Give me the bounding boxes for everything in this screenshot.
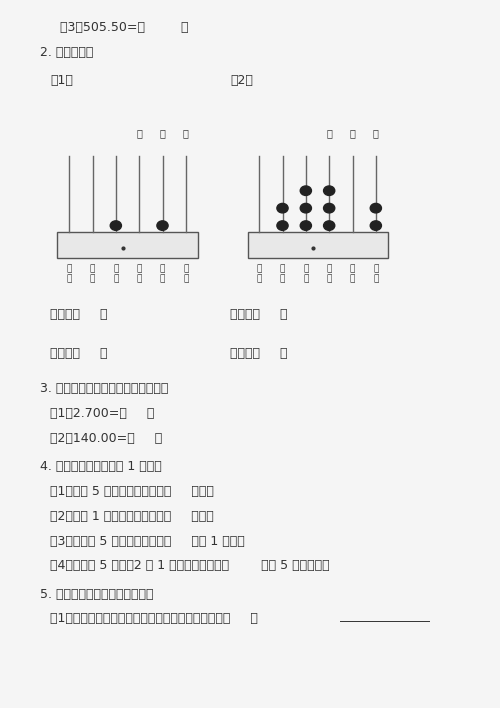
Ellipse shape xyxy=(300,221,312,230)
Text: 个: 个 xyxy=(303,264,308,273)
Text: （1）: （1） xyxy=(50,74,73,87)
Bar xyxy=(248,232,388,258)
Text: 分: 分 xyxy=(326,264,332,273)
Text: 4. 整钱换零钱，小强有 1 元钱。: 4. 整钱换零钱，小强有 1 元钱。 xyxy=(40,460,162,473)
Text: 位: 位 xyxy=(113,274,118,283)
Text: 百: 百 xyxy=(160,128,166,139)
Ellipse shape xyxy=(300,203,312,213)
Text: 写作：（     ）: 写作：（ ） xyxy=(230,308,287,321)
Text: 十: 十 xyxy=(90,264,95,273)
Text: （2）140.00=（     ）: （2）140.00=（ ） xyxy=(50,432,162,445)
Ellipse shape xyxy=(324,186,335,195)
Text: 位: 位 xyxy=(256,274,262,283)
Text: （2）: （2） xyxy=(230,74,253,87)
Text: 读作：（     ）: 读作：（ ） xyxy=(230,347,287,360)
Text: 位: 位 xyxy=(90,274,95,283)
Text: 分: 分 xyxy=(373,264,378,273)
Ellipse shape xyxy=(277,221,288,230)
Text: 百: 百 xyxy=(66,264,72,273)
Text: （4）换一张 5 角的、2 张 1 角的，还可以换（        ）个 5 分的硬币。: （4）换一张 5 角的、2 张 1 角的，还可以换（ ）个 5 分的硬币。 xyxy=(50,559,330,572)
Ellipse shape xyxy=(370,203,382,213)
Text: 3. 利用小数的性质化简下面的小数。: 3. 利用小数的性质化简下面的小数。 xyxy=(40,382,168,395)
Ellipse shape xyxy=(157,221,168,230)
Text: 位: 位 xyxy=(373,274,378,283)
Text: 位: 位 xyxy=(303,274,308,283)
Text: （1）世界上最短的地铁只有零点六一千米。写作：（     ）: （1）世界上最短的地铁只有零点六一千米。写作：（ ） xyxy=(50,612,258,625)
Text: 千: 千 xyxy=(183,128,189,139)
Ellipse shape xyxy=(110,221,122,230)
Text: 百: 百 xyxy=(256,264,262,273)
Text: 位: 位 xyxy=(350,274,355,283)
Text: 千: 千 xyxy=(373,128,379,139)
Text: 十: 十 xyxy=(326,128,332,139)
Text: 位: 位 xyxy=(280,274,285,283)
Text: 2. 读读写写。: 2. 读读写写。 xyxy=(40,46,94,59)
Ellipse shape xyxy=(277,203,288,213)
Text: （1）换成 5 角一张的，可以换（     ）张。: （1）换成 5 角一张的，可以换（ ）张。 xyxy=(50,485,214,498)
Bar xyxy=(58,232,198,258)
Ellipse shape xyxy=(370,221,382,230)
Text: 十: 十 xyxy=(280,264,285,273)
Text: （3）505.50=（         ）: （3）505.50=（ ） xyxy=(60,21,188,34)
Text: 个: 个 xyxy=(113,264,118,273)
Text: 位: 位 xyxy=(160,274,165,283)
Ellipse shape xyxy=(300,186,312,195)
Text: （2）换成 1 角一张的，可以换（     ）张。: （2）换成 1 角一张的，可以换（ ）张。 xyxy=(50,510,214,523)
Text: 十: 十 xyxy=(136,128,142,139)
Text: 读作：（     ）: 读作：（ ） xyxy=(50,347,108,360)
Text: 分: 分 xyxy=(183,264,188,273)
Ellipse shape xyxy=(324,221,335,230)
Text: 位: 位 xyxy=(136,274,142,283)
Text: （3）换一张 5 角的，还可以换（     ）张 1 角的。: （3）换一张 5 角的，还可以换（ ）张 1 角的。 xyxy=(50,535,245,547)
Text: 分: 分 xyxy=(350,264,355,273)
Text: 位: 位 xyxy=(183,274,188,283)
Text: （1）2.700=（     ）: （1）2.700=（ ） xyxy=(50,407,154,420)
Text: 分: 分 xyxy=(136,264,142,273)
Text: 位: 位 xyxy=(326,274,332,283)
Text: 位: 位 xyxy=(66,274,72,283)
Text: 百: 百 xyxy=(350,128,356,139)
Text: 5. 读出或写出下面横线上的数。: 5. 读出或写出下面横线上的数。 xyxy=(40,588,154,600)
Ellipse shape xyxy=(324,203,335,213)
Text: 分: 分 xyxy=(160,264,165,273)
Text: 写作：（     ）: 写作：（ ） xyxy=(50,308,108,321)
